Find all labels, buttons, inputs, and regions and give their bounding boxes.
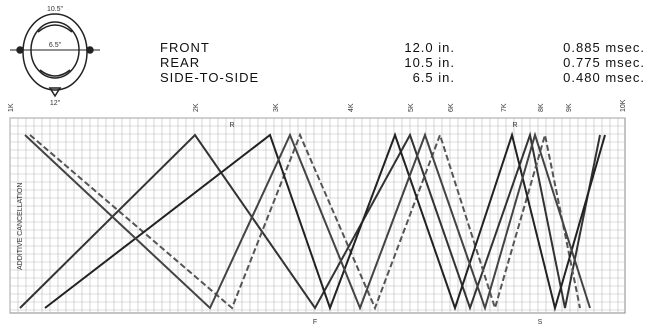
row-time: 0.480 msec. — [563, 70, 645, 85]
freq-label: 2K — [193, 103, 200, 112]
freq-label: 6K — [448, 103, 455, 112]
bracket-label: R — [512, 122, 517, 129]
freq-label: 4K — [348, 103, 355, 112]
row-length: 10.5 in. — [404, 55, 455, 70]
freq-label: 3K — [273, 103, 280, 112]
row-length: 12.0 in. — [404, 40, 455, 55]
freq-label: 8K — [538, 103, 545, 112]
freq-label: 1K — [8, 103, 15, 112]
axis-label: ADDITIVE CANCELLATION — [17, 183, 24, 270]
diagram-label: 6.5" — [49, 42, 62, 49]
labels: 1K 2K 3K 4K 5K 6K 7K 8K 9K 10K R F R S — [8, 99, 627, 326]
freq-label: 9K — [566, 103, 573, 112]
head-diagram — [10, 13, 100, 98]
freq-label: 10K — [620, 99, 627, 112]
freq-label: 7K — [501, 103, 508, 112]
zigzag — [29, 131, 581, 312]
row-length: 6.5 in. — [413, 70, 455, 85]
zigzag — [24, 131, 591, 312]
bracket-label: F — [313, 319, 317, 326]
freq-label: 5K — [408, 103, 415, 112]
bracket-label: S — [538, 319, 543, 326]
bracket-label: R — [229, 122, 234, 129]
table: FRONT 12.0 in. 0.885 msec. REAR 10.5 in. 0.77… — [160, 40, 645, 85]
zigzags — [19, 131, 606, 312]
row-time: 0.775 msec. — [563, 55, 645, 70]
row-label: SIDE-TO-SIDE — [160, 70, 259, 85]
diagram-label: 12" — [50, 100, 61, 107]
diagram-label: 10.5" — [47, 6, 64, 13]
zigzag — [19, 131, 601, 312]
row-time: 0.885 msec. — [563, 40, 645, 55]
zigzag — [44, 131, 606, 312]
row-label: REAR — [160, 55, 200, 70]
row-label: FRONT — [160, 40, 210, 55]
